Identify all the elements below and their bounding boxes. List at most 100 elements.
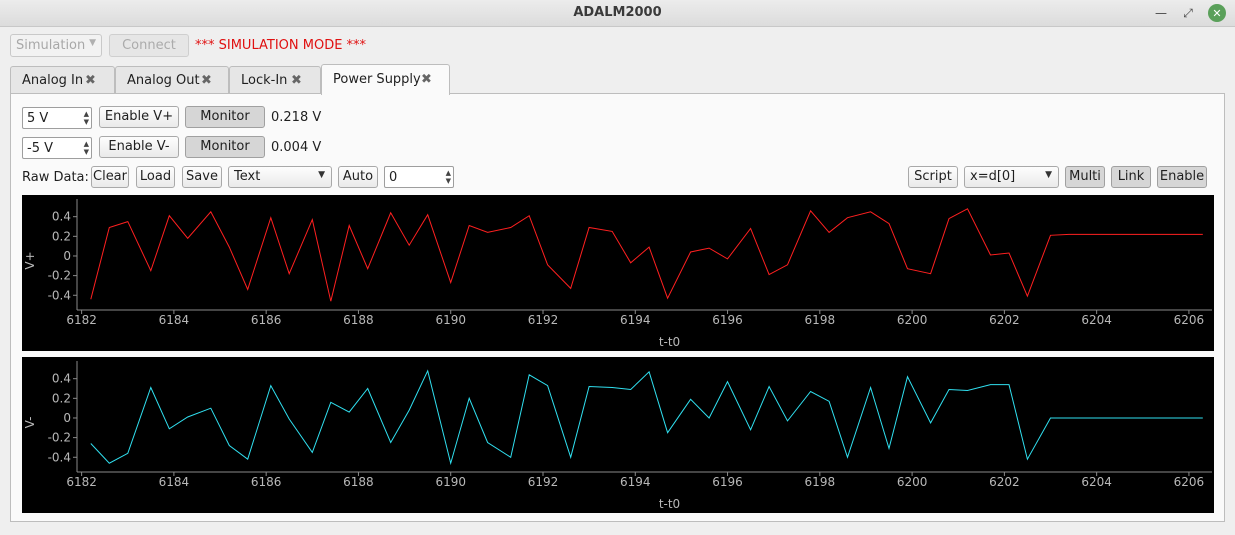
- chevron-down-icon: ▼: [1045, 170, 1052, 180]
- x-tick-label: 6198: [805, 313, 836, 327]
- close-tab-icon[interactable]: ✖: [201, 73, 212, 88]
- link-button[interactable]: Link: [1111, 166, 1151, 188]
- y-tick-label: 0.4: [52, 210, 71, 224]
- x-tick-label: 6190: [435, 475, 466, 489]
- vminus-setpoint-value: -5 V: [27, 141, 53, 156]
- series-line: [90, 369, 1203, 466]
- restore-icon[interactable]: ⤢: [1183, 5, 1193, 20]
- sample-count-value: 0: [389, 170, 398, 185]
- vminus-setpoint-spinbox[interactable]: -5 V ▲ ▼: [22, 137, 92, 159]
- x-tick-label: 6206: [1174, 313, 1205, 327]
- expression-select-value: x=d[0]: [970, 169, 1016, 184]
- x-tick-label: 6196: [712, 313, 743, 327]
- mode-select[interactable]: Simulation ▼: [10, 34, 102, 57]
- x-tick-label: 6186: [251, 313, 282, 327]
- y-tick-label: -0.2: [48, 431, 71, 445]
- x-tick-label: 6200: [897, 313, 928, 327]
- mode-select-value: Simulation: [16, 38, 86, 53]
- y-tick-label: -0.2: [48, 269, 71, 283]
- window-title: ADALM2000: [573, 5, 662, 20]
- x-tick-label: 6200: [897, 475, 928, 489]
- x-tick-label: 6188: [343, 475, 374, 489]
- y-tick-label: 0.2: [52, 391, 71, 405]
- connect-button[interactable]: Connect: [109, 34, 189, 57]
- close-tab-icon[interactable]: ✖: [85, 73, 96, 88]
- x-tick-label: 6198: [805, 475, 836, 489]
- spin-down-icon[interactable]: ▼: [445, 177, 451, 185]
- chevron-down-icon: ▼: [89, 38, 96, 48]
- tab-label: Analog Out: [127, 73, 200, 88]
- y-axis-label: V+: [23, 251, 37, 269]
- tab-label: Lock-In: [241, 73, 288, 88]
- vplus-setpoint-spinbox[interactable]: 5 V ▲ ▼: [22, 107, 92, 129]
- x-tick-label: 6206: [1174, 475, 1205, 489]
- close-tab-icon[interactable]: ✖: [291, 73, 302, 88]
- vminus-plot[interactable]: 0.4 0.2 0 -0.2 -0.4 6182 6184 6186 6188 6190 6192 6…: [22, 357, 1214, 513]
- chevron-down-icon: ▼: [318, 170, 325, 180]
- vplus-setpoint-value: 5 V: [27, 111, 49, 126]
- x-tick-label: 6192: [528, 313, 559, 327]
- title-bar: ADALM2000 — ⤢ ✕: [0, 0, 1235, 27]
- minimize-icon[interactable]: —: [1155, 6, 1167, 20]
- enable-vminus-button[interactable]: Enable V-: [99, 136, 179, 158]
- save-button[interactable]: Save: [182, 166, 222, 188]
- spin-down-icon[interactable]: ▼: [83, 118, 89, 126]
- x-axis-label: t-t0: [659, 497, 680, 511]
- tab-label: Power Supply: [333, 72, 421, 87]
- tab-analog-in[interactable]: Analog In ✖: [10, 66, 115, 94]
- x-tick-label: 6184: [159, 475, 190, 489]
- multi-button[interactable]: Multi: [1065, 166, 1105, 188]
- x-tick-label: 6188: [343, 313, 374, 327]
- sample-count-spinbox[interactable]: 0 ▲ ▼: [384, 166, 454, 188]
- tab-power-supply[interactable]: Power Supply ✖: [321, 64, 450, 95]
- y-tick-label: 0: [63, 411, 71, 425]
- y-tick-label: 0.4: [52, 372, 71, 386]
- spin-up-icon[interactable]: ▲: [83, 110, 89, 118]
- x-tick-label: 6186: [251, 475, 282, 489]
- spin-up-icon[interactable]: ▲: [445, 169, 451, 177]
- x-tick-label: 6184: [159, 313, 190, 327]
- y-axis-label: V-: [23, 417, 37, 429]
- x-tick-label: 6196: [712, 475, 743, 489]
- x-tick-label: 6194: [620, 313, 651, 327]
- x-tick-label: 6182: [66, 475, 97, 489]
- y-tick-label: 0.2: [52, 229, 71, 243]
- enable-button[interactable]: Enable: [1157, 166, 1207, 188]
- x-tick-label: 6202: [989, 313, 1020, 327]
- vminus-chart: 0.4 0.2 0 -0.2 -0.4 6182 6184 6186 6188 6190 6192 6…: [23, 361, 1212, 511]
- series-line: [90, 208, 1203, 302]
- x-tick-label: 6192: [528, 475, 559, 489]
- y-tick-label: 0: [63, 249, 71, 263]
- x-tick-label: 6202: [989, 475, 1020, 489]
- power-supply-panel: 5 V ▲ ▼ Enable V+ Monitor 0.218 V -5 V ▲…: [10, 93, 1225, 522]
- simulation-mode-label: *** SIMULATION MODE ***: [195, 38, 367, 53]
- spin-up-icon[interactable]: ▲: [83, 140, 89, 148]
- monitor-vminus-button[interactable]: Monitor: [185, 136, 265, 158]
- x-tick-label: 6182: [66, 313, 97, 327]
- vplus-reading: 0.218 V: [271, 110, 322, 125]
- vplus-chart: 0.4 0.2 0 -0.2 -0.4 6182 6184 6186 6188 6190 6192 6…: [23, 199, 1212, 349]
- x-tick-label: 6190: [435, 313, 466, 327]
- auto-button[interactable]: Auto: [338, 166, 378, 188]
- vplus-plot[interactable]: 0.4 0.2 0 -0.2 -0.4 6182 6184 6186 6188 6190 6192 6…: [22, 195, 1214, 351]
- clear-button[interactable]: Clear: [91, 166, 129, 188]
- x-tick-label: 6194: [620, 475, 651, 489]
- vminus-reading: 0.004 V: [271, 140, 322, 155]
- enable-vplus-button[interactable]: Enable V+: [99, 106, 179, 128]
- tab-analog-out[interactable]: Analog Out ✖: [115, 66, 229, 94]
- y-tick-label: -0.4: [48, 288, 71, 302]
- raw-data-label: Raw Data:: [22, 170, 89, 185]
- tab-label: Analog In: [22, 73, 84, 88]
- close-tab-icon[interactable]: ✖: [421, 72, 432, 87]
- tab-lock-in[interactable]: Lock-In ✖: [229, 66, 321, 94]
- x-tick-label: 6204: [1081, 475, 1112, 489]
- close-window-icon[interactable]: ✕: [1208, 4, 1226, 22]
- monitor-vplus-button[interactable]: Monitor: [185, 106, 265, 128]
- load-button[interactable]: Load: [136, 166, 175, 188]
- format-select[interactable]: Text ▼: [228, 166, 332, 188]
- expression-select[interactable]: x=d[0] ▼: [964, 166, 1059, 188]
- x-axis-label: t-t0: [659, 335, 680, 349]
- x-tick-label: 6204: [1081, 313, 1112, 327]
- spin-down-icon[interactable]: ▼: [83, 148, 89, 156]
- script-button[interactable]: Script: [908, 166, 958, 188]
